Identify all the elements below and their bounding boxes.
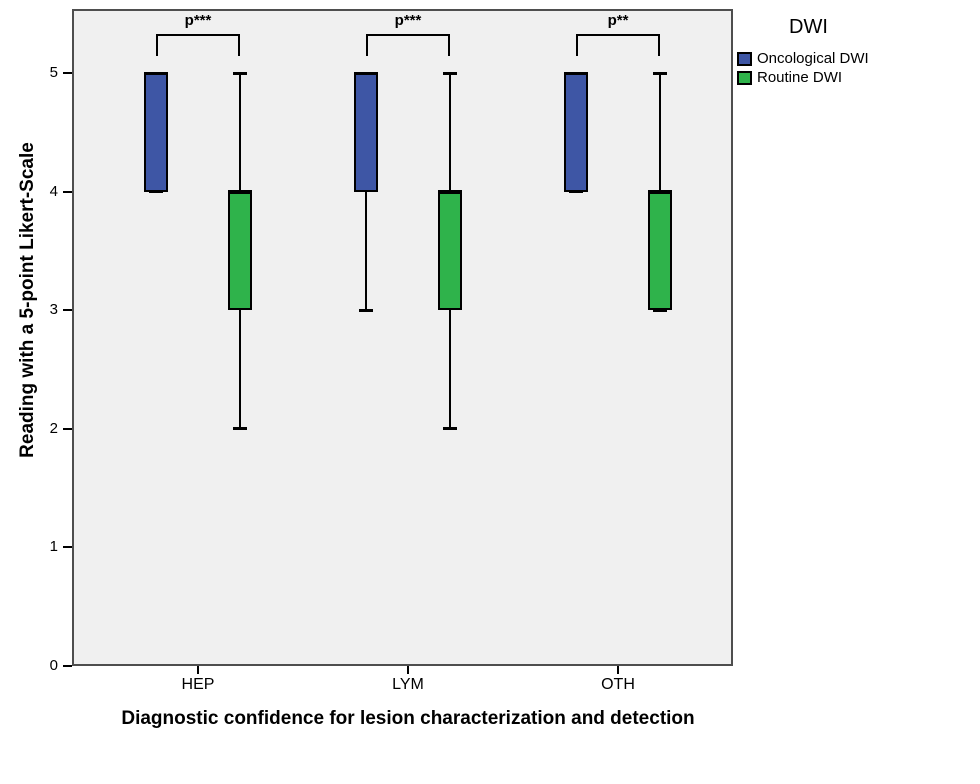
boxplot-box (228, 191, 252, 310)
significance-bracket-end (658, 34, 660, 56)
oncological-dwi-swatch (737, 51, 752, 66)
boxplot-whisker-cap (149, 71, 163, 75)
plot-area (72, 9, 733, 666)
boxplot-whisker-cap (149, 190, 163, 193)
boxplot-whisker-cap (569, 190, 583, 193)
significance-bracket (366, 34, 450, 36)
significance-bracket-end (156, 34, 158, 56)
boxplot-whisker-cap (233, 427, 247, 430)
x-axis-tick-label: HEP (181, 676, 215, 693)
boxplot-median (648, 190, 672, 193)
boxplot-whisker-cap (569, 71, 583, 75)
boxplot-whisker-cap (233, 71, 247, 75)
y-axis-tick (63, 309, 72, 311)
legend-item-routine-dwi: Routine DWI (737, 69, 842, 86)
y-axis-tick-label: 3 (49, 301, 58, 318)
boxplot-whisker-cap (443, 427, 457, 430)
significance-bracket (156, 34, 240, 36)
y-axis-tick (63, 72, 72, 74)
significance-bracket-end (576, 34, 578, 56)
legend-item-label: Routine DWI (757, 69, 843, 86)
boxplot-whisker (365, 73, 367, 310)
significance-bracket (576, 34, 660, 36)
x-axis-tick (617, 666, 619, 674)
significance-label: p*** (394, 12, 422, 29)
legend-item-oncological-dwi: Oncological DWI (737, 50, 869, 67)
y-axis-tick-label: 0 (49, 656, 58, 674)
x-axis-tick (197, 666, 199, 674)
x-axis-tick-label: OTH (601, 676, 635, 693)
significance-label: p** (607, 12, 629, 29)
y-axis-tick (63, 427, 72, 430)
boxplot-box (438, 191, 462, 310)
significance-bracket-end (448, 34, 450, 56)
routine-dwi-swatch (737, 70, 752, 85)
significance-bracket-end (238, 34, 240, 56)
y-axis-tick-label: 4 (49, 182, 58, 200)
y-axis-tick (63, 190, 72, 193)
significance-label: p*** (184, 12, 212, 29)
significance-bracket-end (366, 34, 368, 56)
x-axis-tick-label: LYM (392, 676, 424, 693)
boxplot-box (564, 73, 588, 192)
boxplot-whisker-cap (359, 71, 373, 75)
boxplot-median (228, 190, 252, 193)
y-axis-tick-label: 5 (49, 64, 58, 81)
x-axis-tick (407, 666, 409, 674)
y-axis-tick-label: 1 (49, 538, 58, 555)
boxplot-box (648, 191, 672, 310)
legend-item-label: Oncological DWI (757, 50, 869, 67)
boxplot-whisker-cap (443, 71, 457, 75)
boxplot-whisker-cap (653, 71, 667, 75)
boxplot-whisker-cap (653, 308, 667, 312)
y-axis-tick (63, 546, 72, 548)
boxplot-median (438, 190, 462, 193)
y-axis-tick (63, 664, 72, 667)
boxplot-box (354, 73, 378, 192)
legend-title: DWI (789, 16, 828, 38)
boxplot-whisker-cap (359, 308, 373, 312)
x-axis-title: Diagnostic confidence for lesion charact… (121, 708, 695, 729)
y-axis-tick-label: 2 (49, 419, 58, 437)
boxplot-box (144, 73, 168, 192)
